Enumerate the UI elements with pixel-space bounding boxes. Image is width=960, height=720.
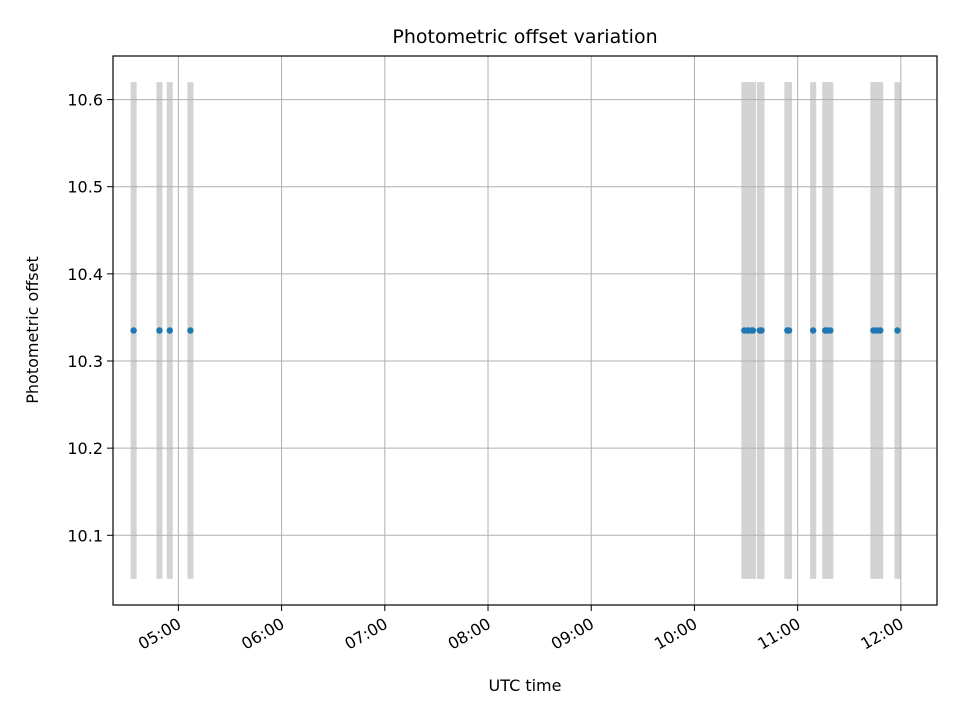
chart-title: Photometric offset variation (392, 26, 657, 48)
y-tick-label: 10.2 (67, 439, 103, 458)
plot-frame (112, 55, 938, 606)
data-point (894, 327, 901, 334)
plot-area (113, 56, 937, 605)
y-tick-label: 10.1 (67, 526, 103, 545)
data-point (809, 327, 817, 334)
data-point (166, 327, 173, 334)
data-points (130, 327, 901, 334)
x-axis-title: UTC time (489, 676, 562, 695)
data-point (156, 327, 163, 334)
data-point (877, 327, 884, 334)
y-tick-label: 10.3 (67, 352, 103, 371)
data-point (758, 327, 765, 334)
grid-lines (113, 56, 937, 605)
data-point (749, 327, 757, 334)
y-axis-title: Photometric offset (23, 256, 42, 404)
data-point (785, 327, 793, 334)
data-point (827, 327, 834, 334)
y-tick-label: 10.4 (67, 265, 103, 284)
data-point (130, 327, 137, 334)
y-tick-label: 10.6 (67, 91, 103, 110)
y-axis-ticks: 10.1 10.2 10.3 10.4 10.5 10.6 (67, 91, 113, 545)
y-tick-label: 10.5 (67, 178, 103, 197)
data-point (187, 327, 194, 334)
